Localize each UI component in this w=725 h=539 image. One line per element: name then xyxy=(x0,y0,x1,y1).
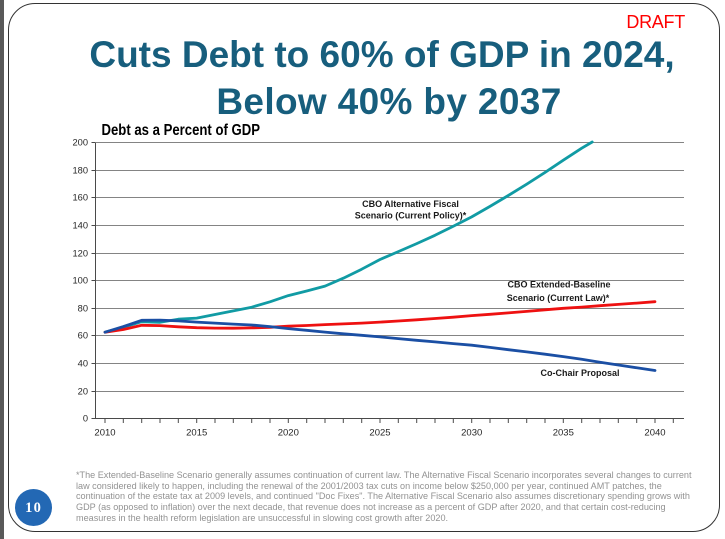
svg-text:60: 60 xyxy=(78,331,88,341)
svg-text:2030: 2030 xyxy=(461,428,482,439)
svg-text:120: 120 xyxy=(72,249,88,259)
svg-text:80: 80 xyxy=(78,304,88,314)
svg-text:2020: 2020 xyxy=(278,428,299,439)
svg-text:140: 140 xyxy=(72,221,88,231)
svg-text:2040: 2040 xyxy=(644,428,665,439)
svg-text:CBO Extended-Baseline: CBO Extended-Baseline xyxy=(507,280,610,290)
svg-text:160: 160 xyxy=(72,193,88,203)
svg-text:Scenario (Current Policy)*: Scenario (Current Policy)* xyxy=(355,211,467,221)
svg-text:Co-Chair Proposal: Co-Chair Proposal xyxy=(540,368,619,378)
svg-text:0: 0 xyxy=(83,414,88,424)
svg-text:100: 100 xyxy=(72,276,88,286)
svg-text:2015: 2015 xyxy=(186,428,207,439)
svg-text:Scenario (Current Law)*: Scenario (Current Law)* xyxy=(507,293,610,303)
svg-text:20: 20 xyxy=(78,387,88,397)
svg-text:2010: 2010 xyxy=(94,428,115,439)
svg-text:2025: 2025 xyxy=(369,428,390,439)
svg-text:180: 180 xyxy=(72,166,88,176)
svg-text:200: 200 xyxy=(72,138,88,148)
svg-text:40: 40 xyxy=(78,359,88,369)
svg-text:2035: 2035 xyxy=(553,428,574,439)
svg-text:CBO Alternative Fiscal: CBO Alternative Fiscal xyxy=(362,199,459,209)
svg-text:Debt as a Percent of GDP: Debt as a Percent of GDP xyxy=(102,122,261,139)
